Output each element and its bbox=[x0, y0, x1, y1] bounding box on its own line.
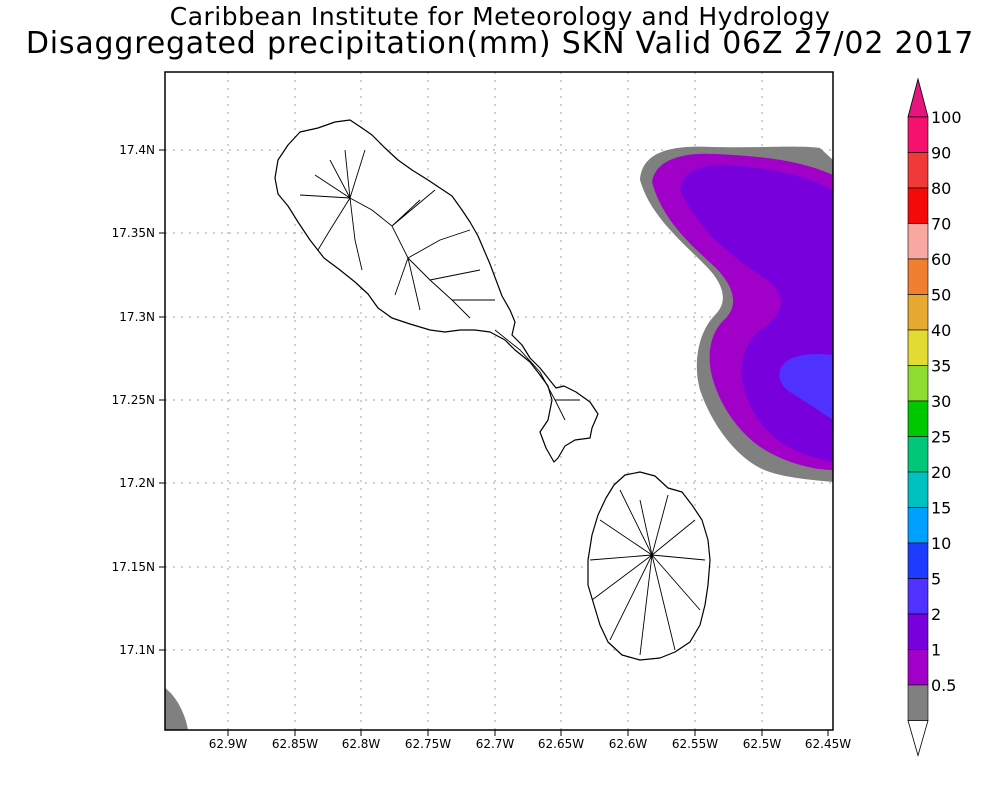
colorbar-swatch bbox=[907, 116, 929, 153]
colorbar-label: 10 bbox=[931, 534, 951, 553]
x-tick-label: 62.85W bbox=[272, 737, 318, 751]
colorbar-label: 15 bbox=[931, 499, 951, 518]
colorbar: 100 90 80 70 60 50 40 35 30 25 20 15 10 5 2 1 0.5 bbox=[907, 77, 962, 757]
colorbar-swatch bbox=[907, 613, 929, 650]
colorbar-swatch bbox=[907, 507, 929, 544]
colorbar-swatch bbox=[907, 187, 929, 224]
colorbar-top-arrow bbox=[907, 77, 929, 118]
precip-area-corner bbox=[165, 688, 188, 730]
colorbar-label: 1 bbox=[931, 641, 941, 660]
colorbar-label: 40 bbox=[931, 321, 951, 340]
colorbar-swatch bbox=[907, 223, 929, 260]
nevis-coastline bbox=[587, 471, 711, 661]
colorbar-swatch bbox=[907, 152, 929, 189]
x-tick-label: 62.45W bbox=[805, 737, 851, 751]
x-tick-label: 62.65W bbox=[538, 737, 584, 751]
colorbar-label: 35 bbox=[931, 357, 951, 376]
y-tick-label: 17.15N bbox=[112, 560, 155, 574]
st-kitts-coastline bbox=[274, 119, 599, 463]
colorbar-label: 0.5 bbox=[931, 676, 956, 695]
x-tick-label: 62.8W bbox=[342, 737, 381, 751]
colorbar-bottom-arrow bbox=[907, 720, 929, 757]
colorbar-label: 50 bbox=[931, 286, 951, 305]
map-panel bbox=[164, 71, 834, 731]
colorbar-swatch bbox=[907, 329, 929, 366]
y-tick-label: 17.1N bbox=[119, 643, 155, 657]
colorbar-swatch bbox=[907, 294, 929, 331]
precipitation-field bbox=[165, 146, 833, 730]
colorbar-swatch bbox=[907, 578, 929, 615]
colorbar-swatch bbox=[907, 649, 929, 686]
x-tick-label: 62.6W bbox=[609, 737, 648, 751]
island-nevis bbox=[587, 471, 711, 661]
colorbar-label: 100 bbox=[931, 108, 962, 127]
colorbar-label: 20 bbox=[931, 463, 951, 482]
x-tick-labels: 62.9W 62.85W 62.8W 62.75W 62.7W 62.65W 6… bbox=[209, 737, 852, 751]
y-tick-label: 17.4N bbox=[119, 143, 155, 157]
colorbar-label: 80 bbox=[931, 179, 951, 198]
colorbar-label: 60 bbox=[931, 250, 951, 269]
colorbar-label: 2 bbox=[931, 605, 941, 624]
colorbar-swatch bbox=[907, 471, 929, 508]
colorbar-swatch bbox=[907, 542, 929, 579]
x-tick-label: 62.9W bbox=[209, 737, 248, 751]
colorbar-label: 25 bbox=[931, 428, 951, 447]
precip-area-5-10 bbox=[779, 354, 833, 420]
y-tick-label: 17.35N bbox=[112, 226, 155, 240]
colorbar-swatch bbox=[907, 400, 929, 437]
institute-title: Caribbean Institute for Meteorology and … bbox=[169, 2, 831, 31]
x-tick-label: 62.5W bbox=[743, 737, 782, 751]
x-tick-label: 62.55W bbox=[672, 737, 718, 751]
colorbar-label: 5 bbox=[931, 570, 941, 589]
y-axis bbox=[159, 149, 165, 651]
colorbar-swatch bbox=[907, 684, 929, 721]
y-tick-labels: 17.4N 17.35N 17.3N 17.25N 17.2N 17.15N 1… bbox=[112, 143, 155, 657]
y-tick-label: 17.2N bbox=[119, 476, 155, 490]
colorbar-swatch bbox=[907, 365, 929, 402]
y-tick-label: 17.25N bbox=[112, 393, 155, 407]
x-tick-label: 62.75W bbox=[405, 737, 451, 751]
y-tick-label: 17.3N bbox=[119, 310, 155, 324]
map-title: Disaggregated precipitation(mm) SKN Vali… bbox=[25, 26, 975, 61]
colorbar-label: 70 bbox=[931, 215, 951, 234]
colorbar-swatch bbox=[907, 258, 929, 295]
plot-frame bbox=[164, 71, 834, 731]
island-st-kitts bbox=[274, 119, 599, 463]
nevis-drainage bbox=[589, 489, 706, 656]
x-axis bbox=[227, 730, 829, 736]
colorbar-label: 90 bbox=[931, 144, 951, 163]
colorbar-label: 30 bbox=[931, 392, 951, 411]
x-tick-label: 62.7W bbox=[476, 737, 515, 751]
st-kitts-drainage bbox=[299, 149, 580, 421]
colorbar-swatch bbox=[907, 436, 929, 473]
